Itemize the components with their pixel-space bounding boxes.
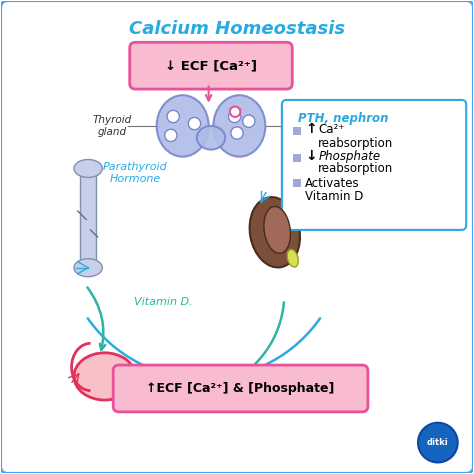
Ellipse shape [74,353,136,400]
Ellipse shape [74,159,102,177]
FancyBboxPatch shape [282,100,466,230]
Bar [80,168,96,268]
Text: Vitamin D.: Vitamin D. [135,297,193,307]
Circle shape [418,423,458,463]
Text: ↑ECF [Ca²⁺] & [Phosphate]: ↑ECF [Ca²⁺] & [Phosphate] [146,382,335,395]
Text: reabsorption: reabsorption [318,137,393,150]
Ellipse shape [213,95,265,156]
FancyBboxPatch shape [293,128,301,136]
Circle shape [228,110,241,123]
Ellipse shape [264,207,291,254]
Text: ↓: ↓ [305,149,317,163]
Text: Parathyroid
Hormone: Parathyroid Hormone [103,163,168,184]
FancyBboxPatch shape [130,42,292,89]
Text: Vitamin D: Vitamin D [305,191,364,203]
Circle shape [164,129,177,142]
Text: PTH, nephron: PTH, nephron [299,112,389,125]
Text: Parathyroid
glands: Parathyroid glands [283,115,343,137]
Ellipse shape [197,126,225,150]
Ellipse shape [74,259,102,277]
Circle shape [167,110,179,123]
Text: Calcium Homeostasis: Calcium Homeostasis [129,19,345,37]
Ellipse shape [287,249,298,267]
FancyBboxPatch shape [113,365,368,412]
Text: ↓ ECF [Ca²⁺]: ↓ ECF [Ca²⁺] [165,59,257,72]
Text: Thyroid
gland: Thyroid gland [92,115,131,137]
Ellipse shape [250,197,300,267]
FancyBboxPatch shape [293,179,301,187]
Ellipse shape [156,95,209,156]
Text: Activates: Activates [305,177,360,190]
Circle shape [230,107,240,117]
Text: ↑: ↑ [305,122,317,136]
Text: Ca²⁺: Ca²⁺ [318,123,345,136]
FancyBboxPatch shape [293,155,301,162]
Text: Phosphate: Phosphate [318,150,381,163]
Circle shape [231,127,243,139]
Text: ditki: ditki [427,438,449,447]
Text: reabsorption: reabsorption [318,163,393,175]
Circle shape [188,118,201,130]
Polygon shape [228,109,242,116]
Circle shape [243,115,255,128]
